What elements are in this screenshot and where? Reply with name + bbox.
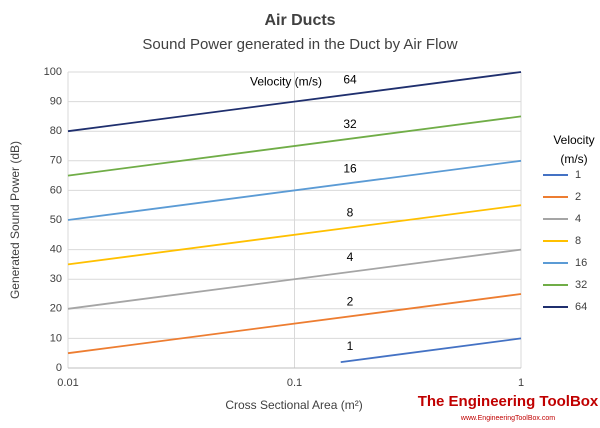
y-tick-label: 0 <box>56 362 62 374</box>
legend-label: 32 <box>575 279 587 291</box>
y-axis-title: Generated Sound Power (dB) <box>8 141 22 299</box>
series-line <box>67 159 522 221</box>
x-tick-label: 0.1 <box>287 377 302 389</box>
legend-label: 2 <box>575 191 581 203</box>
chart-subtitle: Sound Power generated in the Duct by Air… <box>142 36 457 53</box>
y-tick-label: 40 <box>50 244 62 256</box>
series-line <box>67 293 522 355</box>
series-label: 64 <box>343 73 357 87</box>
series-line <box>67 115 522 177</box>
series-line <box>340 337 522 363</box>
y-tick-label: 10 <box>50 332 62 344</box>
legend-label: 16 <box>575 257 587 269</box>
series-line <box>67 204 522 266</box>
legend-label: 1 <box>575 169 581 181</box>
y-tick-label: 80 <box>50 125 62 137</box>
series-label: 1 <box>347 339 354 353</box>
legend-label: 8 <box>575 235 581 247</box>
y-tick-label: 30 <box>50 273 62 285</box>
source-url: www.EngineeringToolBox.com <box>460 415 555 422</box>
y-tick-label: 60 <box>50 184 62 196</box>
series-label: 8 <box>347 206 354 220</box>
legend-title: Velocity (m/s) <box>553 133 595 166</box>
y-tick-label: 50 <box>50 214 62 226</box>
legend-label: 4 <box>575 213 581 225</box>
series-label: 4 <box>347 250 354 264</box>
source-logo: The Engineering ToolBox <box>418 393 599 410</box>
y-tick-label: 20 <box>50 303 62 315</box>
y-tick-label: 70 <box>50 155 62 167</box>
series-line <box>67 248 522 310</box>
y-tick-label: 90 <box>50 96 62 108</box>
series-label: 16 <box>343 161 357 175</box>
x-tick-label: 0.01 <box>57 377 78 389</box>
y-tick-label: 100 <box>44 66 62 78</box>
series-label: 2 <box>347 295 354 309</box>
x-axis-title: Cross Sectional Area (m²) <box>225 398 362 412</box>
series-label: 32 <box>343 117 357 131</box>
chart-title: Air Ducts <box>264 12 335 29</box>
x-tick-label: 1 <box>518 377 524 389</box>
annotation: Velocity (m/s) <box>250 75 322 89</box>
series-line <box>67 71 522 133</box>
legend-label: 64 <box>575 301 587 313</box>
